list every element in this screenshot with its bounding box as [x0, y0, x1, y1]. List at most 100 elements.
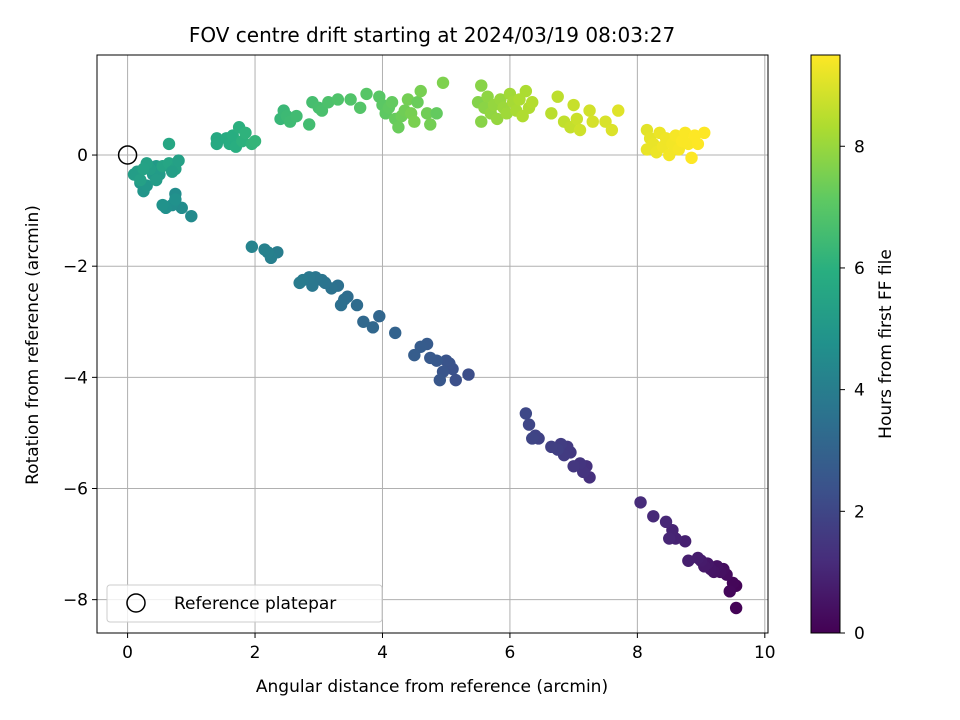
data-point	[449, 373, 462, 387]
y-tick-label: −2	[63, 257, 88, 277]
x-tick-label: 4	[377, 643, 388, 663]
data-point	[634, 496, 647, 509]
colorbar-tick-label: 2	[854, 502, 865, 522]
y-tick-label: −4	[63, 368, 88, 388]
data-point	[551, 90, 564, 103]
data-point	[373, 310, 386, 323]
data-point	[567, 98, 580, 112]
data-point	[573, 123, 587, 137]
data-point	[210, 137, 223, 151]
colorbar-tick-label: 0	[854, 624, 865, 644]
colorbar	[810, 54, 841, 634]
legend-marker	[126, 593, 146, 613]
data-point	[691, 137, 705, 151]
chart-title: FOV centre drift starting at 2024/03/19 …	[189, 23, 675, 47]
data-point	[353, 101, 367, 114]
data-point	[519, 407, 533, 420]
data-point	[366, 321, 380, 334]
data-point	[420, 107, 434, 120]
data-point	[169, 193, 182, 206]
x-tick-label: 10	[754, 643, 776, 663]
data-point	[462, 368, 475, 381]
data-point	[401, 93, 415, 106]
reference-point-marker	[117, 145, 138, 165]
data-point	[729, 601, 743, 615]
data-point	[723, 585, 736, 598]
data-point	[185, 209, 198, 223]
data-point	[162, 137, 176, 151]
data-point	[334, 298, 348, 312]
data-point	[436, 76, 450, 89]
data-point	[475, 115, 488, 128]
data-point	[586, 115, 599, 128]
data-point	[245, 240, 259, 253]
data-point	[605, 123, 619, 137]
plot-frame	[96, 54, 769, 634]
data-point	[440, 354, 453, 367]
data-point	[172, 154, 185, 167]
colorbar-tick-label: 6	[854, 259, 865, 279]
data-point	[331, 93, 345, 106]
data-point	[350, 298, 364, 312]
colorbar-tick-label: 4	[854, 381, 865, 401]
data-point	[691, 551, 705, 565]
data-point	[408, 348, 421, 362]
colorbar-ticks: 0 2 4 6 8	[840, 137, 865, 644]
y-tick-label: −6	[63, 480, 88, 500]
data-point	[545, 440, 558, 454]
data-point	[258, 243, 271, 256]
data-point	[500, 107, 513, 120]
data-point	[682, 554, 695, 567]
data-point	[647, 510, 660, 523]
legend: Reference platepar	[106, 584, 383, 623]
data-point	[659, 515, 673, 529]
data-point	[408, 115, 421, 128]
data-point	[156, 198, 169, 212]
data-point	[526, 432, 539, 445]
data-point	[248, 134, 262, 148]
data-point	[389, 326, 402, 340]
data-point	[583, 104, 596, 117]
y-axis-label: Rotation from reference (arcmin)	[23, 205, 43, 485]
x-axis-label: Angular distance from reference (arcmin)	[256, 677, 608, 697]
data-point	[134, 173, 147, 187]
data-point	[433, 373, 447, 387]
x-tick-label: 0	[122, 643, 133, 663]
data-point	[570, 112, 584, 126]
x-tick-label: 2	[250, 643, 261, 663]
data-point	[567, 460, 580, 473]
scatter-points	[127, 76, 743, 615]
x-tick-label: 8	[632, 643, 643, 663]
data-point	[165, 165, 179, 178]
data-point	[414, 84, 427, 98]
data-point	[385, 96, 399, 109]
colorbar-label: Hours from first FF file	[876, 249, 896, 439]
data-point	[678, 126, 692, 140]
colorbar-tick-label: 8	[854, 137, 865, 157]
data-point	[357, 315, 370, 328]
x-axis-ticks: 0 2 4 6 8 10	[122, 633, 776, 663]
data-point	[424, 118, 437, 131]
data-point	[293, 276, 306, 290]
data-point	[360, 87, 373, 101]
data-point	[392, 121, 405, 134]
legend-box	[106, 584, 383, 623]
data-point	[612, 104, 625, 117]
data-point	[490, 112, 504, 126]
data-point	[522, 418, 536, 431]
data-point	[519, 84, 533, 98]
data-point	[424, 351, 437, 365]
y-tick-label: 0	[77, 146, 88, 166]
x-tick-label: 6	[505, 643, 516, 663]
data-point	[411, 96, 424, 109]
data-point	[344, 93, 357, 106]
legend-label: Reference platepar	[174, 594, 336, 614]
data-point	[475, 79, 488, 92]
data-point	[322, 96, 335, 109]
data-point	[663, 148, 676, 162]
data-point	[137, 162, 150, 176]
data-point	[545, 107, 558, 120]
data-point	[239, 126, 252, 140]
data-point	[678, 535, 692, 548]
